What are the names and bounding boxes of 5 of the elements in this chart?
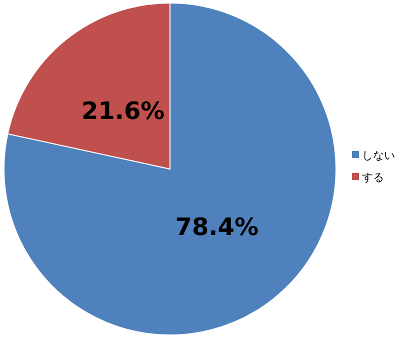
- pie-slice: [4, 2, 336, 336]
- data-label: 21.6%: [81, 96, 165, 125]
- legend-label: する: [362, 171, 384, 184]
- data-label: 78.4%: [175, 213, 259, 242]
- slice-label: しない: [362, 149, 395, 162]
